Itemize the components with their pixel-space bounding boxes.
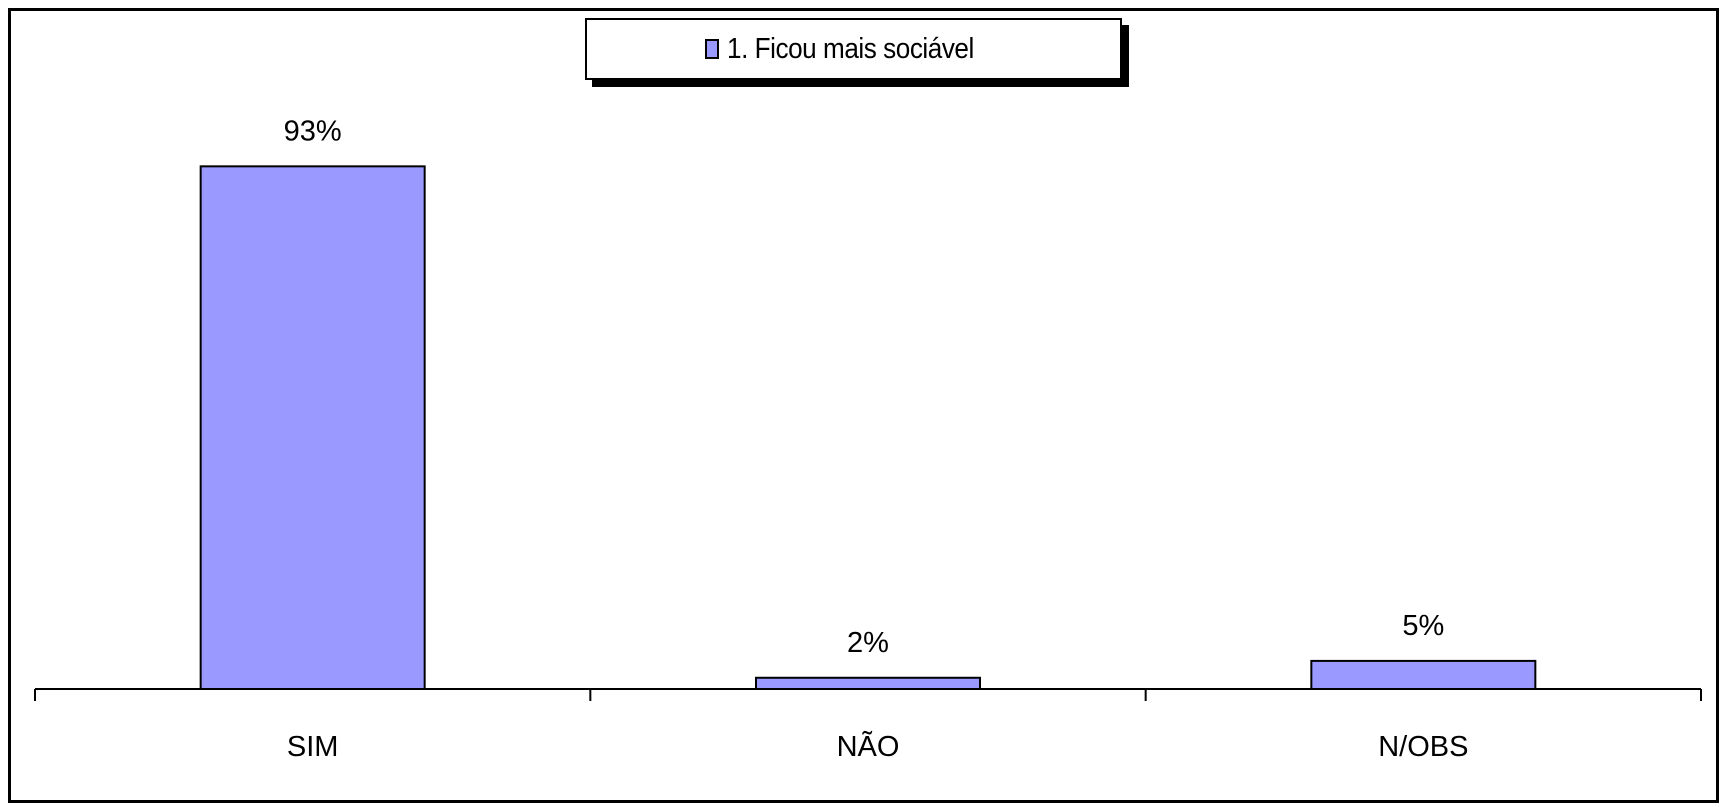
bar-1 bbox=[755, 676, 981, 691]
legend-label: 1. Ficou mais sociável bbox=[727, 32, 975, 65]
x-tick-label-0: SIM bbox=[287, 731, 339, 763]
bars-layer bbox=[199, 165, 1537, 691]
x-axis bbox=[34, 688, 1702, 701]
data-label-2: 5% bbox=[1402, 610, 1444, 642]
chart-legend: 1. Ficou mais sociável bbox=[585, 18, 1122, 80]
x-tick-label-2: N/OBS bbox=[1378, 731, 1468, 763]
bar-0 bbox=[199, 165, 426, 690]
legend-swatch bbox=[705, 39, 720, 59]
bar-2 bbox=[1310, 659, 1537, 691]
labels-layer: 93% SIM 2% NÃO 5% N/OBS bbox=[284, 115, 1469, 763]
x-tick-label-1: NÃO bbox=[837, 729, 900, 763]
data-label-0: 93% bbox=[284, 115, 342, 147]
data-label-1: 2% bbox=[847, 627, 889, 659]
